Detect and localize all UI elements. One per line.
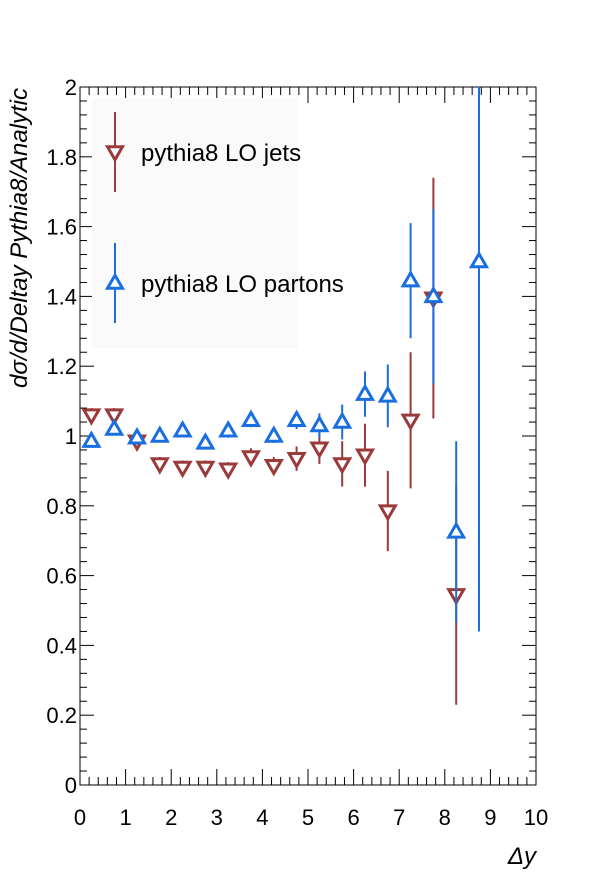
data-point <box>377 504 398 522</box>
x-tick-label: 5 <box>302 805 314 830</box>
x-tick-label: 9 <box>484 805 496 830</box>
y-tick-label: 0.2 <box>46 703 77 728</box>
data-point <box>104 408 125 426</box>
y-tick-label: 1.6 <box>46 215 77 240</box>
y-tick-label: 1.8 <box>46 145 77 170</box>
legend-box <box>92 98 298 348</box>
axis-tick-labels: 0 1 2 3 4 5 6 7 8 9 10 0 0.2 0.4 0.6 0.8 1 1.2 1.4 1.6 1.8 2 <box>46 75 548 830</box>
x-tick-label: 7 <box>393 805 405 830</box>
data-point <box>195 432 216 450</box>
data-point <box>377 385 398 403</box>
y-tick-label: 0.4 <box>46 633 77 658</box>
data-series <box>81 87 490 705</box>
data-point <box>332 411 353 429</box>
y-axis-title: dσ/d/Deltay Pythia8/Analytic <box>6 88 33 388</box>
legend-marker <box>104 145 126 163</box>
y-tick-label: 2 <box>65 75 77 100</box>
data-point <box>423 285 444 304</box>
y-tick-label: 1.4 <box>46 284 77 309</box>
x-tick-label: 8 <box>439 805 451 830</box>
data-point <box>172 419 193 438</box>
data-point <box>218 462 239 480</box>
legend: pythia8 LO jets pythia8 LO partons <box>92 98 344 348</box>
legend-marker <box>104 272 126 290</box>
data-point <box>400 413 421 432</box>
data-point <box>104 418 125 436</box>
y-tick-label: 1.2 <box>46 354 77 379</box>
y-tick-label: 0.6 <box>46 564 77 589</box>
x-tick-label: 4 <box>256 805 268 830</box>
data-point <box>286 451 307 470</box>
data-point <box>172 460 193 479</box>
x-axis-title: Δy <box>507 843 538 870</box>
data-point <box>126 426 148 445</box>
data-point <box>468 250 490 269</box>
data-point <box>149 457 170 475</box>
x-tick-label: 2 <box>165 805 177 830</box>
data-point <box>354 383 376 401</box>
x-tick-label: 0 <box>74 805 86 830</box>
data-point <box>218 419 239 438</box>
data-point <box>332 457 353 475</box>
legend-label: pythia8 LO jets <box>141 140 301 167</box>
data-point <box>240 409 262 427</box>
y-tick-label: 0 <box>65 773 77 798</box>
x-tick-label: 10 <box>524 805 548 830</box>
x-tick-label: 1 <box>119 805 131 830</box>
series-partons <box>81 87 490 632</box>
y-tick-label: 1 <box>65 424 77 449</box>
legend-label: pythia8 LO partons <box>141 271 344 298</box>
data-point <box>263 425 284 443</box>
data-point <box>240 450 262 468</box>
data-point <box>263 458 284 477</box>
axis-ticks <box>79 86 537 786</box>
data-point <box>400 269 421 288</box>
data-point <box>354 448 376 466</box>
x-tick-label: 6 <box>347 805 359 830</box>
data-point <box>149 425 170 443</box>
data-point <box>309 414 330 433</box>
y-tick-label: 0.8 <box>46 494 77 519</box>
data-point <box>446 521 467 539</box>
x-tick-label: 3 <box>211 805 223 830</box>
data-point <box>309 441 330 460</box>
legend-entries: pythia8 LO jets pythia8 LO partons <box>104 112 344 323</box>
data-point <box>195 460 216 479</box>
data-point <box>81 430 102 448</box>
data-point <box>81 408 102 426</box>
data-point <box>286 409 307 427</box>
